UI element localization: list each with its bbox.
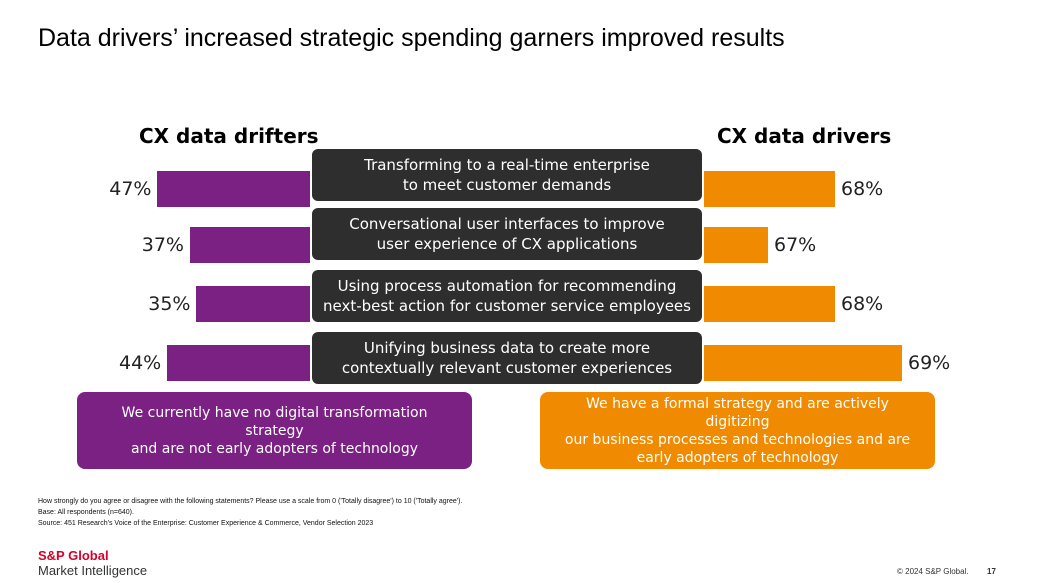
drivers-bar xyxy=(704,227,768,263)
statement-label: Conversational user interfaces to improv… xyxy=(312,208,702,260)
drivers-bar xyxy=(704,286,835,322)
drifters-header: CX data drifters xyxy=(139,124,319,148)
page-number: 17 xyxy=(987,567,996,576)
drivers-description: We have a formal strategy and are active… xyxy=(540,392,935,469)
drivers-value-label: 68% xyxy=(841,293,884,315)
drivers-bar xyxy=(704,171,835,207)
drifters-description: We currently have no digital transformat… xyxy=(77,392,472,469)
drifters-bar xyxy=(157,171,310,207)
drifters-value-label: 47% xyxy=(109,178,152,200)
drifters-value-label: 35% xyxy=(148,293,191,315)
drivers-value-label: 67% xyxy=(774,234,817,256)
drivers-value-label: 69% xyxy=(908,352,951,374)
footnote-question: How strongly do you agree or disagree wi… xyxy=(38,498,463,505)
statement-label: Unifying business data to create more co… xyxy=(312,332,702,384)
statement-label: Transforming to a real-time enterprise t… xyxy=(312,149,702,201)
drifters-bar xyxy=(189,227,310,263)
drifters-value-label: 37% xyxy=(141,234,184,256)
page-title: Data drivers’ increased strategic spendi… xyxy=(38,24,785,52)
statement-label: Using process automation for recommendin… xyxy=(312,270,702,322)
drifters-value-label: 44% xyxy=(119,352,162,374)
drivers-header: CX data drivers xyxy=(717,124,892,148)
footnote-base: Base: All respondents (n=640). xyxy=(38,509,134,516)
logo-sp-global: S&P Global xyxy=(38,548,109,563)
drivers-value-label: 68% xyxy=(841,178,884,200)
drifters-bar xyxy=(167,345,310,381)
copyright: © 2024 S&P Global. xyxy=(897,567,969,576)
drivers-bar xyxy=(704,345,902,381)
drifters-bar xyxy=(196,286,310,322)
footnote-source: Source: 451 Research's Voice of the Ente… xyxy=(38,520,374,527)
logo-market-intelligence: Market Intelligence xyxy=(38,563,148,578)
